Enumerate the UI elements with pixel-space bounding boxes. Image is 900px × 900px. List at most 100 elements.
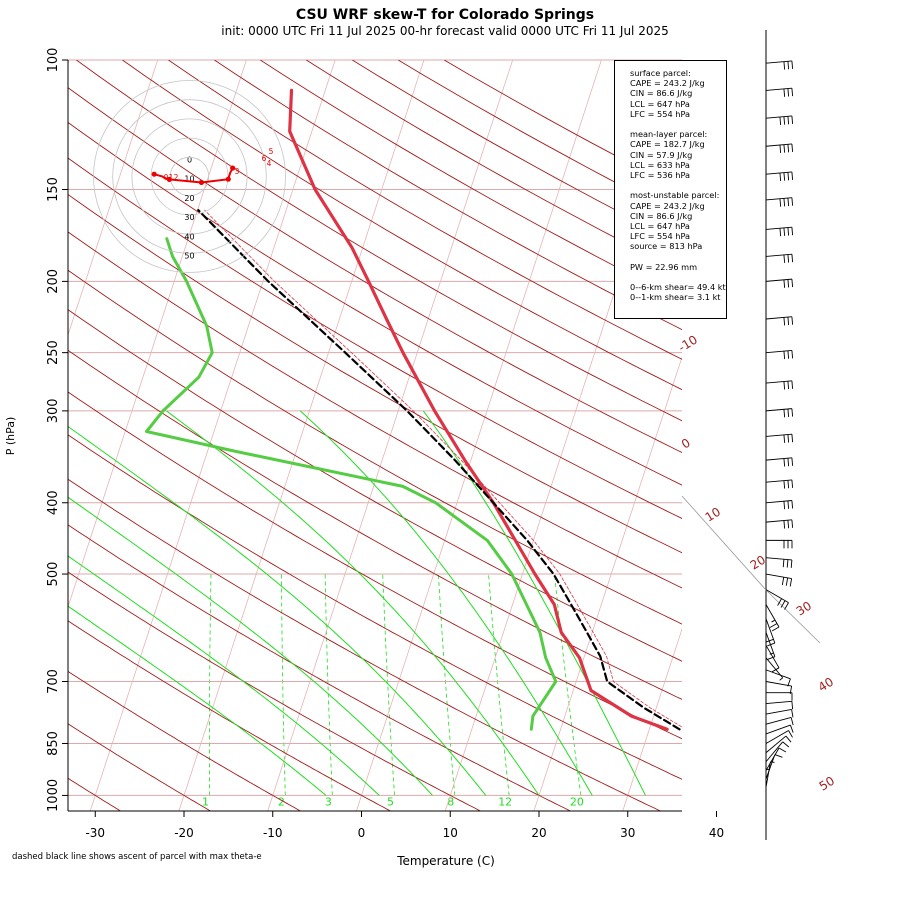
x-tick-label: 30 — [620, 826, 635, 840]
max-theta-e-parcel-profile — [197, 209, 681, 731]
dry-adiabats — [68, 60, 682, 811]
isotherm-line — [622, 627, 682, 811]
dry-adiabat-label: 10 — [703, 505, 723, 525]
parcel-info-line: mean-layer parcel: — [630, 129, 708, 140]
wind-barb-flag — [787, 381, 790, 390]
wind-barb-flag — [789, 578, 793, 587]
wind-barb-flag — [779, 116, 782, 126]
isotherm-line — [711, 60, 900, 811]
chart-subtitle: init: 0000 UTC Fri 11 Jul 2025 00-hr for… — [221, 24, 669, 38]
wind-barb-staff — [765, 519, 792, 523]
parcel-info-line: CAPE = 243.2 J/kg — [630, 200, 705, 211]
wind-barb-staff — [765, 669, 791, 680]
parcel-info-box: surface parcel: CAPE = 243.2 J/kg CIN = 86… — [614, 60, 727, 319]
wind-barb-flag — [787, 520, 790, 529]
wind-barbs — [681, 30, 821, 840]
dry-adiabat-line — [68, 670, 301, 811]
dry-adiabat-line — [68, 231, 682, 589]
dry-adiabat-label: 30 — [794, 599, 814, 619]
wind-barb-flag — [769, 623, 778, 628]
wind-barb-flag — [783, 61, 786, 70]
wind-barb-flag — [787, 116, 790, 125]
wind-barb-flag — [787, 279, 790, 288]
wind-barb-flag — [782, 741, 790, 748]
moist-adiabat-line — [68, 605, 327, 796]
surface-parcel-block: surface parcel: CAPE = 243.2 J/kg CIN = 86… — [630, 68, 726, 119]
wind-barb-flag — [787, 61, 790, 70]
mixing-ratio-label: 8 — [447, 795, 454, 808]
wind-barb-flag — [791, 197, 794, 206]
wind-barb-flag — [784, 602, 789, 610]
isobars-isotherms — [68, 59, 900, 811]
dry-adiabat-line — [260, 60, 682, 302]
parcel-info-line: CAPE = 182.7 J/kg — [630, 139, 705, 150]
wind-barb-flag — [783, 254, 786, 263]
wind-barb-flag — [779, 228, 782, 237]
wind-barb-half-flag — [779, 677, 784, 681]
wind-barb-flag — [783, 458, 786, 467]
wind-barb-flag — [787, 172, 790, 181]
hodograph-point — [198, 179, 205, 186]
mixing-ratio-label: 3 — [325, 795, 332, 808]
parcel-info-line: 0--1-km shear= 3.1 kt — [630, 292, 721, 303]
wind-barb-flag — [785, 577, 789, 586]
hodograph-point — [225, 176, 231, 182]
wind-barb-staff — [765, 226, 792, 230]
wind-barb-flag — [791, 380, 794, 389]
mixing-ratio-label: 12 — [498, 795, 512, 808]
isotherm-line — [800, 60, 900, 811]
parcel-info-line: surface parcel: — [630, 68, 691, 78]
wind-barb-staff — [765, 681, 792, 687]
isotherm-line — [89, 60, 336, 811]
wind-barb-flag — [787, 678, 791, 687]
wind-barb-flag — [791, 254, 794, 263]
wind-barb-flag — [791, 457, 794, 466]
wind-barb-staff — [765, 754, 776, 780]
hodograph-ring — [131, 118, 248, 235]
wind-barb-flag — [791, 350, 794, 359]
wind-barb-flag — [789, 685, 793, 694]
x-tick-label: 0 — [358, 826, 366, 840]
wind-barb-staff — [765, 657, 784, 679]
mixing-ratio-lines: 1 2 3 5 8 12 20 — [202, 573, 584, 808]
parcel-info-line: CIN = 86.6 J/kg — [630, 88, 693, 99]
wind-barb-staff — [765, 735, 787, 754]
mixing-ratio-line — [382, 573, 395, 796]
wind-barb-flag — [782, 559, 785, 568]
wind-barb-flag — [783, 520, 786, 529]
wind-barb-flag — [787, 198, 790, 207]
wind-barb-flag — [791, 227, 794, 236]
parcel-info-line: LCL = 647 hPa — [630, 98, 690, 109]
wind-barb-flag — [765, 638, 774, 643]
x-tick-label: -10 — [263, 826, 283, 840]
hodograph-point-label: 3 — [235, 167, 240, 176]
isotherm-line — [178, 60, 425, 811]
wind-barb-flag — [787, 254, 790, 263]
wind-barb-flag — [785, 735, 792, 743]
wind-barb-flag — [778, 747, 787, 753]
x-axis-title: Temperature (C) — [397, 854, 495, 868]
wind-barb-staff — [765, 730, 789, 744]
hodograph-ring-label: 20 — [184, 194, 194, 203]
wind-barb-staff — [765, 761, 771, 788]
wind-barb-flag — [790, 717, 794, 726]
wind-barb-flag — [791, 500, 794, 509]
wind-barb-flag — [791, 434, 794, 443]
moist-adiabat-line — [422, 410, 646, 796]
parcel-info-line: LFC = 554 hPa — [630, 108, 691, 119]
y-tick-label: 200 — [46, 269, 61, 294]
parcel-info-line: CAPE = 243.2 J/kg — [630, 78, 705, 89]
wind-barb-staff — [765, 724, 791, 735]
dry-adiabat-line — [68, 193, 682, 554]
wind-barb-flag — [783, 279, 786, 288]
hodograph-ring-label: 30 — [184, 213, 194, 222]
wind-barb-flag — [783, 198, 786, 207]
wind-barb-flag — [790, 724, 794, 733]
dry-adiabat-label: 20 — [748, 553, 768, 573]
mixing-ratio-line — [324, 573, 333, 796]
y-axis-title: P (hPa) — [4, 417, 17, 456]
mixing-ratio-label: 20 — [570, 795, 584, 808]
wind-barb-flag — [791, 316, 794, 325]
hodograph-ring — [150, 137, 229, 216]
